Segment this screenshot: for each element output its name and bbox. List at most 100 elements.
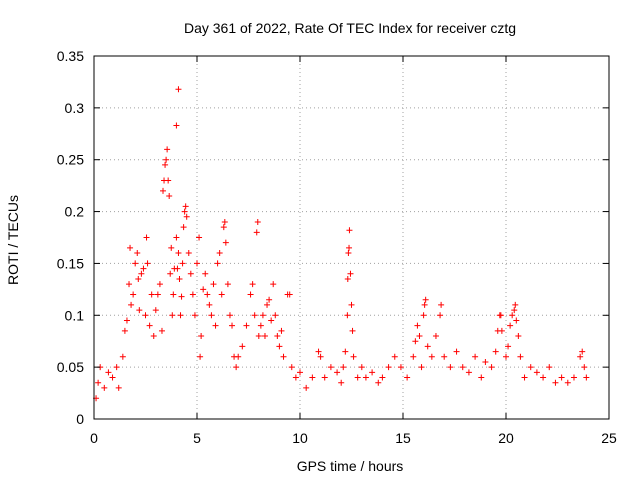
data-point (513, 317, 520, 324)
x-tick-label: 5 (193, 430, 201, 446)
grid-lines (94, 56, 609, 419)
data-point (375, 379, 382, 386)
data-point (138, 270, 145, 277)
y-tick-label: 0.2 (65, 204, 85, 220)
data-point (410, 353, 417, 360)
data-point (521, 374, 528, 381)
data-point (404, 374, 411, 381)
data-point (347, 270, 354, 277)
y-axis-label: ROTI / TECUs (5, 195, 21, 285)
data-point (577, 353, 584, 360)
data-point (358, 364, 365, 371)
y-tick-label: 0.25 (57, 152, 84, 168)
data-point (515, 333, 522, 340)
x-tick-label: 10 (292, 430, 308, 446)
data-point (432, 333, 439, 340)
data-point (142, 312, 149, 319)
data-point (350, 353, 357, 360)
data-point (156, 281, 163, 288)
data-point (170, 291, 177, 298)
data-point (148, 291, 155, 298)
data-point (303, 384, 310, 391)
y-tick-label: 0.35 (57, 48, 84, 64)
data-point (472, 353, 479, 360)
data-point (166, 193, 173, 200)
data-point (453, 348, 460, 355)
data-point (146, 322, 153, 329)
data-point (140, 265, 147, 272)
data-point (272, 312, 279, 319)
data-point (187, 270, 194, 277)
data-point (488, 364, 495, 371)
data-point (179, 260, 186, 267)
data-point (345, 250, 352, 257)
data-point (220, 224, 227, 231)
chart-title: Day 361 of 2022, Rate Of TEC Index for r… (184, 20, 516, 36)
data-point (208, 312, 215, 319)
data-point (546, 364, 553, 371)
data-point (115, 384, 122, 391)
data-point (185, 250, 192, 257)
data-point (178, 293, 185, 300)
data-point (164, 146, 171, 153)
data-points (93, 86, 590, 402)
data-point (261, 333, 268, 340)
data-point (177, 312, 184, 319)
data-point (210, 281, 217, 288)
data-point (160, 187, 167, 194)
data-point (109, 374, 116, 381)
data-point (422, 296, 429, 303)
data-point (204, 291, 211, 298)
data-point (200, 286, 207, 293)
x-tick-label: 20 (498, 430, 514, 446)
data-point (509, 312, 516, 319)
data-point (181, 208, 188, 215)
data-point (257, 322, 264, 329)
x-tick-label: 0 (90, 430, 98, 446)
data-point (340, 364, 347, 371)
data-point (362, 374, 369, 381)
data-point (338, 379, 345, 386)
data-point (168, 244, 175, 251)
data-point (342, 348, 349, 355)
y-tick-label: 0.1 (65, 307, 85, 323)
data-point (447, 364, 454, 371)
data-point (119, 353, 126, 360)
data-point (154, 291, 161, 298)
data-point (391, 353, 398, 360)
data-point (437, 312, 444, 319)
data-point (152, 307, 159, 314)
data-point (418, 364, 425, 371)
data-point (95, 379, 102, 386)
data-point (214, 260, 221, 267)
data-point (579, 348, 586, 355)
x-tick-label: 25 (601, 430, 617, 446)
data-point (344, 275, 351, 282)
data-point (169, 312, 176, 319)
data-point (239, 343, 246, 350)
y-tick-label: 0.05 (57, 359, 84, 375)
data-point (173, 122, 180, 129)
data-point (385, 364, 392, 371)
data-point (206, 301, 213, 308)
x-axis: 0 5 10 15 20 25 (90, 56, 617, 446)
data-point (570, 374, 577, 381)
data-point (175, 86, 182, 93)
data-point (507, 322, 514, 329)
data-point (268, 317, 275, 324)
data-point (276, 343, 283, 350)
data-point (503, 353, 509, 360)
data-point (266, 296, 273, 303)
data-point (321, 374, 328, 381)
data-point (428, 353, 435, 360)
x-tick-label: 15 (395, 430, 411, 446)
data-point (132, 260, 139, 267)
data-point (346, 227, 353, 234)
data-point (558, 374, 565, 381)
data-point (175, 250, 182, 257)
data-point (497, 312, 504, 319)
data-point (292, 374, 299, 381)
data-point (540, 374, 547, 381)
data-point (334, 369, 341, 376)
